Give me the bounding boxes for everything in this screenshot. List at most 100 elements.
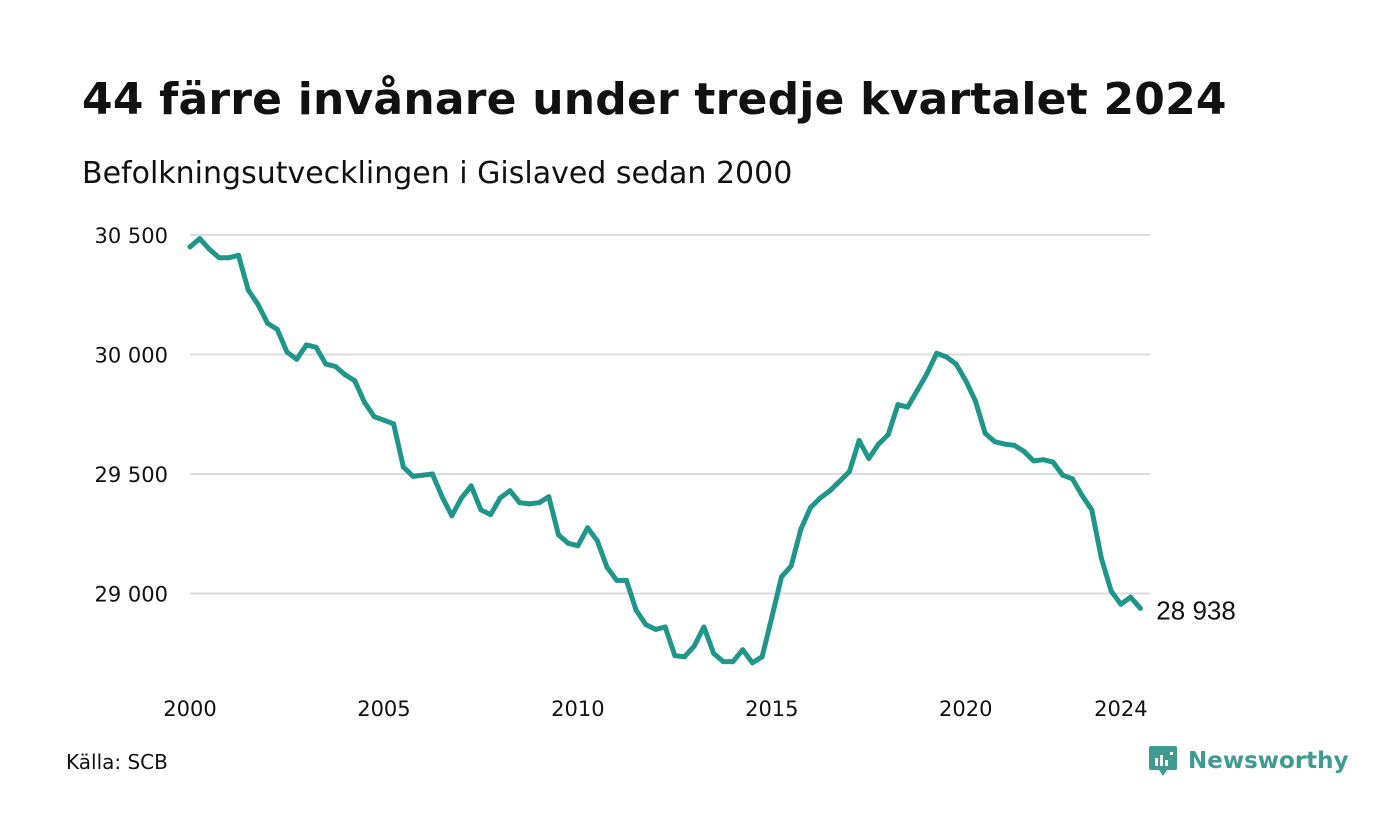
data-point: [556, 532, 561, 538]
data-point: [943, 354, 949, 360]
chart-title: 44 färre invånare under tredje kvartalet…: [82, 74, 1227, 125]
data-point: [856, 438, 862, 443]
data-point: [362, 399, 367, 405]
data-point: [711, 650, 717, 656]
data-point: [294, 356, 300, 362]
data-point: [876, 441, 881, 447]
data-point: [662, 624, 668, 630]
data-point: [934, 350, 940, 356]
data-point: [866, 456, 872, 461]
data-point: [236, 252, 241, 258]
data-point: [439, 494, 445, 500]
data-point: [973, 398, 978, 404]
data-point: [216, 255, 222, 261]
data-point: [333, 364, 338, 369]
data-point: [953, 361, 959, 367]
data-point: [546, 494, 552, 500]
data-point: [633, 607, 639, 613]
x-axis-ticks: 2000 2005 2010 2015 2020 2024: [163, 697, 1147, 721]
y-tick-label: 30 000: [95, 344, 168, 368]
data-point: [313, 344, 319, 350]
data-point: [352, 378, 358, 384]
data-point: [682, 654, 687, 660]
data-point: [798, 526, 804, 532]
end-value-label: 28 938: [1156, 595, 1236, 625]
data-point: [594, 538, 600, 544]
data-point: [914, 387, 920, 393]
data-point: [323, 361, 329, 367]
data-point: [827, 488, 833, 494]
data-point: [759, 654, 765, 660]
data-point: [749, 660, 755, 666]
y-tick-label: 29 500: [95, 463, 168, 487]
brand-name: Newsworthy: [1188, 748, 1349, 774]
data-point: [400, 464, 406, 470]
data-point: [187, 244, 193, 250]
data-point: [342, 372, 348, 378]
data-point: [391, 421, 397, 427]
data-point: [1060, 472, 1066, 478]
data-point: [982, 430, 988, 436]
gridlines: [190, 234, 1150, 595]
data-point: [672, 653, 678, 659]
x-tick-label: 2020: [939, 697, 992, 721]
x-tick-label: 2010: [551, 697, 604, 721]
data-point: [420, 472, 426, 478]
data-point: [924, 371, 930, 377]
data-point: [846, 469, 852, 475]
data-point: [226, 255, 232, 261]
data-point: [885, 432, 891, 438]
data-points: [187, 236, 1143, 666]
data-point: [1108, 588, 1114, 594]
data-point: [449, 513, 455, 519]
data-point: [478, 507, 484, 513]
data-point: [1031, 458, 1037, 464]
data-point: [1021, 448, 1027, 454]
data-point: [497, 495, 503, 501]
data-point: [1099, 556, 1104, 562]
data-point: [740, 647, 746, 653]
y-axis-ticks: 29 000 29 500 30 000 30 500: [95, 224, 168, 607]
data-point: [410, 473, 416, 479]
data-point: [255, 301, 261, 307]
data-point: [992, 439, 998, 445]
x-tick-label: 2005: [357, 697, 410, 721]
data-point: [769, 614, 775, 620]
data-point: [701, 624, 707, 630]
data-point: [585, 525, 591, 531]
x-tick-label: 2024: [1094, 697, 1147, 721]
data-point: [779, 574, 784, 580]
data-point: [274, 326, 280, 332]
data-point: [614, 577, 620, 583]
data-point: [895, 402, 901, 408]
x-tick-label: 2015: [745, 697, 798, 721]
y-tick-label: 30 500: [95, 224, 168, 248]
chart-subtitle: Befolkningsutvecklingen i Gislaved sedan…: [82, 156, 793, 191]
data-point: [808, 505, 814, 510]
x-tick-label: 2000: [163, 697, 216, 721]
data-point: [488, 512, 494, 518]
data-point: [788, 563, 794, 569]
y-tick-label: 29 000: [95, 583, 168, 607]
data-point: [526, 501, 532, 507]
data-point: [1040, 457, 1046, 463]
data-point: [1128, 594, 1134, 600]
data-point: [206, 246, 212, 252]
data-point: [303, 342, 309, 348]
population-line: [187, 236, 1143, 666]
data-point: [459, 495, 464, 501]
newsworthy-logo-icon: [1149, 746, 1177, 776]
data-point: [1011, 442, 1017, 448]
data-point: [1069, 476, 1075, 482]
brand-logo: Newsworthy: [1148, 744, 1349, 778]
data-point: [1118, 601, 1124, 607]
data-point: [623, 577, 629, 583]
data-point: [507, 488, 513, 494]
data-point: [245, 287, 251, 293]
data-point: [1002, 441, 1007, 447]
data-point: [1079, 493, 1085, 498]
data-point: [371, 414, 377, 420]
data-point: [643, 622, 649, 628]
data-point: [517, 500, 523, 506]
data-point: [653, 626, 658, 632]
